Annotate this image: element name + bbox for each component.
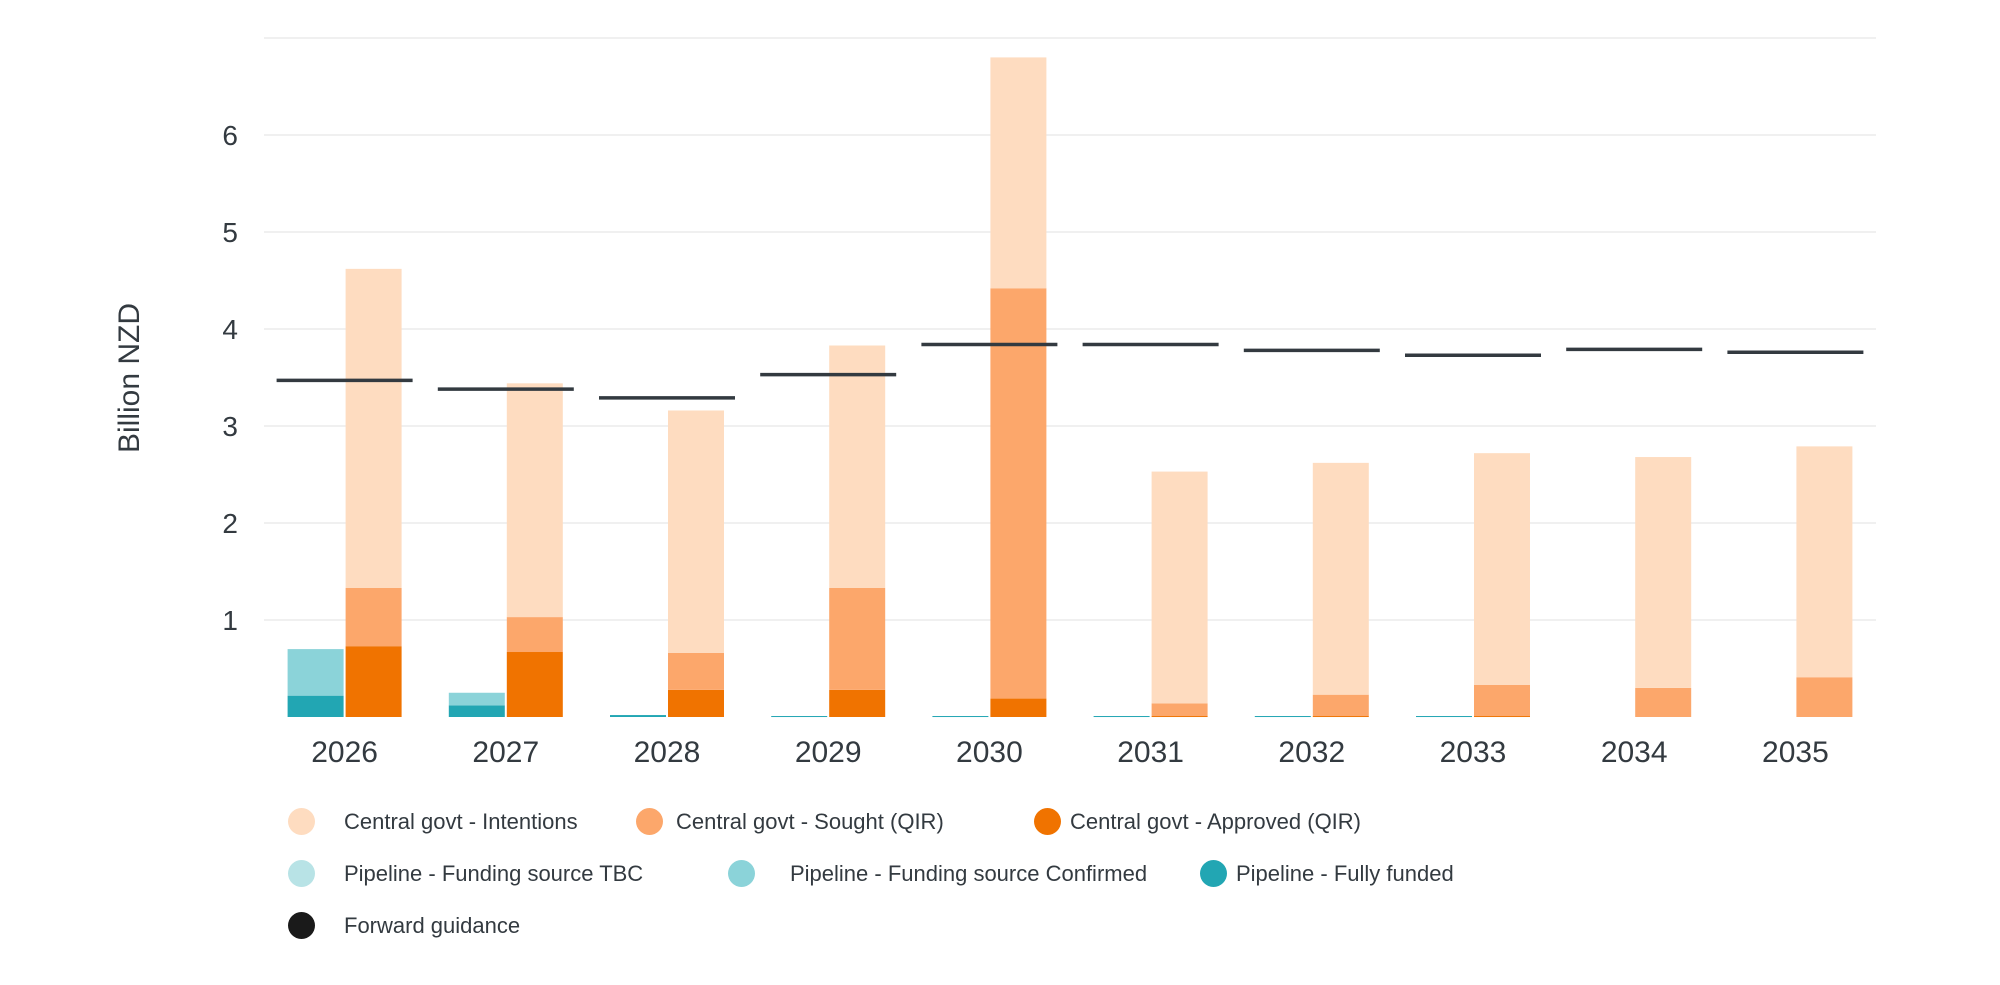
legend-label: Pipeline - Funding source TBC	[344, 860, 644, 886]
y-tick-label: 2	[222, 508, 238, 539]
legend-label: Central govt - Intentions	[344, 808, 578, 834]
legend-swatch-icon	[288, 860, 315, 887]
x-tick-label: 2030	[956, 736, 1023, 769]
bar-central-central-govt-intentions-2033	[1474, 453, 1530, 685]
legend-swatch-icon	[288, 912, 315, 939]
bar-central-central-govt-sought-qir--2029	[829, 587, 886, 690]
bar-central-central-govt-intentions-2031	[1151, 471, 1208, 704]
gridlines	[264, 37, 1876, 621]
bar-central-central-govt-sought-qir--2032	[1312, 694, 1369, 717]
bar-pipeline-pipeline-fully-funded-2027	[448, 705, 505, 717]
bar-central-central-govt-sought-qir--2027	[506, 617, 563, 653]
legend-item-pipeline-tbc[interactable]: Pipeline - Funding source TBC	[288, 860, 643, 887]
legend-item-pipeline-confirmed[interactable]: Pipeline - Funding source Confirmed	[728, 860, 1147, 887]
y-axis-label: Billion NZD	[113, 303, 146, 453]
legend-item-central-intentions[interactable]: Central govt - Intentions	[288, 808, 578, 835]
bar-central-central-govt-sought-qir--2035	[1796, 677, 1853, 717]
legend-row-3: Forward guidance	[288, 912, 1928, 964]
x-tick-label: 2027	[472, 736, 539, 769]
legend-item-forward-guidance[interactable]: Forward guidance	[288, 912, 520, 939]
x-tick-label: 2029	[795, 736, 862, 769]
bar-central-central-govt-sought-qir--2033	[1474, 684, 1530, 717]
x-axis-ticks: 2026 2027 2028 2029 2030 2031 2032 2033 2034 2035	[311, 736, 1829, 769]
legend-swatch-icon	[636, 808, 663, 835]
legend-item-pipeline-fully-funded[interactable]: Pipeline - Fully funded	[1200, 860, 1454, 887]
bar-pipeline-pipeline-fully-funded-2031	[1093, 716, 1150, 718]
bar-series	[287, 57, 1853, 718]
y-tick-label: 5	[222, 217, 238, 248]
bar-pipeline-pipeline-fully-funded-2030	[932, 716, 989, 718]
bar-central-central-govt-intentions-2028	[668, 410, 724, 653]
legend-label: Forward guidance	[344, 912, 521, 938]
legend-label: Pipeline - Funding source Confirmed	[790, 860, 1148, 886]
bar-pipeline-pipeline-fully-funded-2033	[1416, 716, 1472, 718]
legend-swatch-icon	[288, 808, 315, 835]
bar-central-central-govt-intentions-2026	[345, 268, 402, 588]
bar-central-central-govt-approved-qir--2027	[506, 652, 563, 717]
legend-swatch-icon	[1200, 860, 1227, 887]
x-tick-label: 2032	[1278, 736, 1345, 769]
legend-label: Central govt - Approved (QIR)	[1070, 808, 1362, 834]
bar-central-central-govt-intentions-2035	[1796, 446, 1853, 678]
bar-pipeline-pipeline-funding-source-confirmed-2026	[287, 649, 344, 696]
bar-central-central-govt-approved-qir--2032	[1312, 716, 1369, 718]
bar-central-central-govt-intentions-2032	[1312, 462, 1369, 695]
legend-row-2: Pipeline - Funding source TBC Pipeline -…	[288, 860, 1928, 912]
legend: Central govt - Intentions Central govt -…	[288, 808, 1928, 964]
bar-central-central-govt-sought-qir--2031	[1151, 703, 1208, 717]
bar-pipeline-pipeline-fully-funded-2029	[771, 716, 828, 718]
bar-pipeline-pipeline-fully-funded-2032	[1254, 716, 1311, 718]
x-tick-label: 2035	[1762, 736, 1829, 769]
legend-label: Pipeline - Fully funded	[1236, 860, 1454, 886]
legend-label: Central govt - Sought (QIR)	[676, 808, 944, 834]
bar-pipeline-pipeline-funding-source-confirmed-2027	[448, 692, 505, 706]
x-tick-label: 2031	[1117, 736, 1184, 769]
x-tick-label: 2034	[1601, 736, 1668, 769]
legend-swatch-icon	[728, 860, 755, 887]
y-tick-label: 4	[222, 314, 238, 345]
bar-central-central-govt-approved-qir--2026	[345, 646, 402, 717]
bar-central-central-govt-intentions-2027	[506, 383, 563, 618]
bar-central-central-govt-approved-qir--2031	[1151, 716, 1208, 718]
bar-pipeline-pipeline-fully-funded-2028	[610, 715, 666, 717]
bar-central-central-govt-approved-qir--2030	[990, 698, 1047, 717]
bar-pipeline-pipeline-fully-funded-2026	[287, 695, 344, 717]
y-tick-label: 6	[222, 120, 238, 151]
bar-central-central-govt-sought-qir--2034	[1635, 687, 1692, 717]
legend-row-1: Central govt - Intentions Central govt -…	[288, 808, 1928, 860]
x-tick-label: 2033	[1440, 736, 1507, 769]
bar-central-central-govt-approved-qir--2028	[668, 689, 724, 717]
forward-guidance-series	[276, 342, 1864, 400]
bar-central-central-govt-sought-qir--2028	[668, 652, 724, 690]
bar-central-central-govt-sought-qir--2030	[990, 288, 1047, 699]
y-axis-ticks: 1 2 3 4 5 6	[222, 120, 238, 636]
x-tick-label: 2026	[311, 736, 378, 769]
x-tick-label: 2028	[634, 736, 701, 769]
bar-central-central-govt-intentions-2030	[990, 57, 1047, 289]
bar-central-central-govt-sought-qir--2026	[345, 587, 402, 647]
legend-item-central-approved[interactable]: Central govt - Approved (QIR)	[1034, 808, 1361, 835]
legend-swatch-icon	[1034, 808, 1061, 835]
y-tick-label: 3	[222, 411, 238, 442]
bar-central-central-govt-intentions-2029	[829, 345, 886, 588]
bar-central-central-govt-intentions-2034	[1635, 457, 1692, 688]
bar-central-central-govt-approved-qir--2033	[1474, 716, 1530, 718]
legend-item-central-sought[interactable]: Central govt - Sought (QIR)	[636, 808, 944, 835]
bar-central-central-govt-approved-qir--2029	[829, 689, 886, 717]
y-tick-label: 1	[222, 605, 238, 636]
